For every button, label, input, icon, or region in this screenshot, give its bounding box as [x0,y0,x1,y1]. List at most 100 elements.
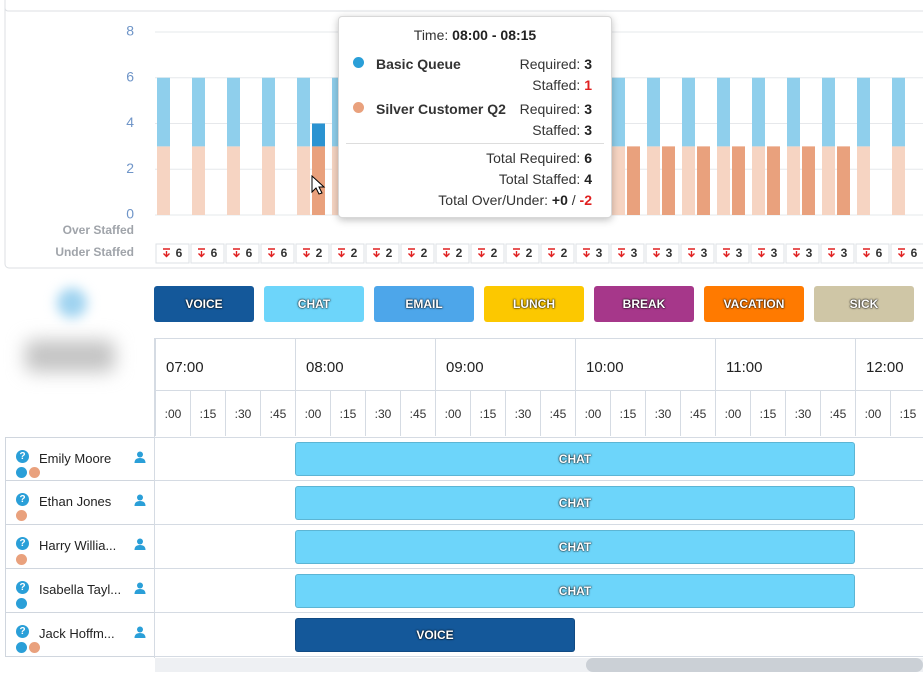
under-arrow-icon [513,248,520,258]
queue-dot [16,467,27,478]
activity-button[interactable]: SICK [814,286,914,322]
staffed-label: Staffed: [532,77,581,93]
minute-label: :15 [470,390,505,436]
minute-label: :15 [890,390,923,436]
under-staffed-value: 3 [736,246,743,260]
bar-segment [697,146,710,215]
under-arrow-icon [373,248,380,258]
person-icon[interactable] [134,538,146,550]
under-staffed-cell [330,243,365,264]
bar-segment [227,77,240,147]
under-staffed-cell [190,243,225,264]
under-staffed-cell [750,243,785,264]
row-line [155,437,923,438]
under-arrow-icon [303,248,310,258]
under-staffed-value: 6 [211,246,218,260]
under-staffed-value: 6 [281,246,288,260]
agent-name: Ethan Jones [39,494,112,509]
bar-segment [717,146,730,215]
activity-button[interactable]: EMAIL [374,286,474,322]
divider [154,338,155,658]
bar-segment [157,146,170,215]
under-staffed-cell [890,243,923,264]
activity-button[interactable]: CHAT [264,286,364,322]
total-required-label: Total Required: [486,150,581,166]
under-staffed-cell [470,243,505,264]
bar-segment [627,146,640,215]
tooltip-time: 08:00 - 08:15 [452,27,537,43]
under-staffed-value: 3 [771,246,778,260]
agent-row: ? Jack Hoffm... [5,613,155,657]
under-arrow-icon [793,248,800,258]
activity-block[interactable]: VOICE [295,618,575,652]
minute-label: :15 [610,390,645,436]
agent-row: ? Emily Moore [5,437,155,481]
bar-segment [682,146,695,215]
queue-name: Silver Customer Q2 [376,101,506,117]
under-arrow-icon [688,248,695,258]
agent-name: Emily Moore [39,451,112,466]
minute-label: :00 [715,390,750,436]
bar-segment [787,77,800,147]
row-line [155,524,923,525]
minute-label: :45 [540,390,575,436]
activity-block[interactable]: CHAT [295,530,855,564]
staffed-value: 3 [584,122,592,138]
under-staffed-value: 6 [911,246,918,260]
help-icon: ? [16,581,29,594]
agent-name: Harry Willia... [39,538,117,553]
under-staffed-cell [295,243,330,264]
activity-button[interactable]: BREAK [594,286,694,322]
tooltip: Time: 08:00 - 08:15 Basic Queue Required… [338,16,612,218]
row-line [155,568,923,569]
person-icon[interactable] [134,451,146,463]
person-icon[interactable] [134,494,146,506]
under-staffed-value: 2 [421,246,428,260]
under-staffed-cell [680,243,715,264]
activity-block[interactable]: CHAT [295,574,855,608]
agent-row: ? Harry Willia... [5,525,155,569]
scrollbar-thumb[interactable] [586,658,923,672]
activity-button[interactable]: LUNCH [484,286,584,322]
minute-label: :15 [330,390,365,436]
top-strip [4,0,923,12]
under-arrow-icon [478,248,485,258]
person-icon[interactable] [134,582,146,594]
total-required-value: 6 [584,150,592,166]
bar-segment [297,77,310,147]
help-icon: ? [16,493,29,506]
help-icon: ? [16,537,29,550]
hour-label: 12:00 [855,338,923,390]
activity-button[interactable]: VOICE [154,286,254,322]
activity-block[interactable]: CHAT [295,486,855,520]
bar-segment [192,146,205,215]
help-icon: ? [16,450,29,463]
total-staffed-label: Total Staffed: [498,171,581,187]
under-staffed-cell [575,243,610,264]
tooltip-divider [346,143,604,144]
bar-segment [262,77,275,147]
total-staffed-value: 4 [584,171,592,187]
bar-segment [297,146,310,215]
under-staffed-value: 3 [596,246,603,260]
bar-segment [767,146,780,215]
under-arrow-icon [583,248,590,258]
activity-button[interactable]: VACATION [704,286,804,322]
bar-segment [752,77,765,147]
blurred-user-info [25,340,115,372]
under-arrow-icon [198,248,205,258]
bar-segment [312,123,325,147]
minute-label: :30 [365,390,400,436]
minute-label: :45 [820,390,855,436]
activity-block[interactable]: CHAT [295,442,855,476]
person-icon[interactable] [134,626,146,638]
minute-label: :15 [750,390,785,436]
bar-segment [822,146,835,215]
queue-dot [353,102,364,113]
queue-name: Basic Queue [376,56,461,72]
under-staffed-value: 3 [666,246,673,260]
bar-segment [312,146,325,215]
bar-segment [892,77,905,147]
under-staffed-value: 2 [316,246,323,260]
under-arrow-icon [723,248,730,258]
